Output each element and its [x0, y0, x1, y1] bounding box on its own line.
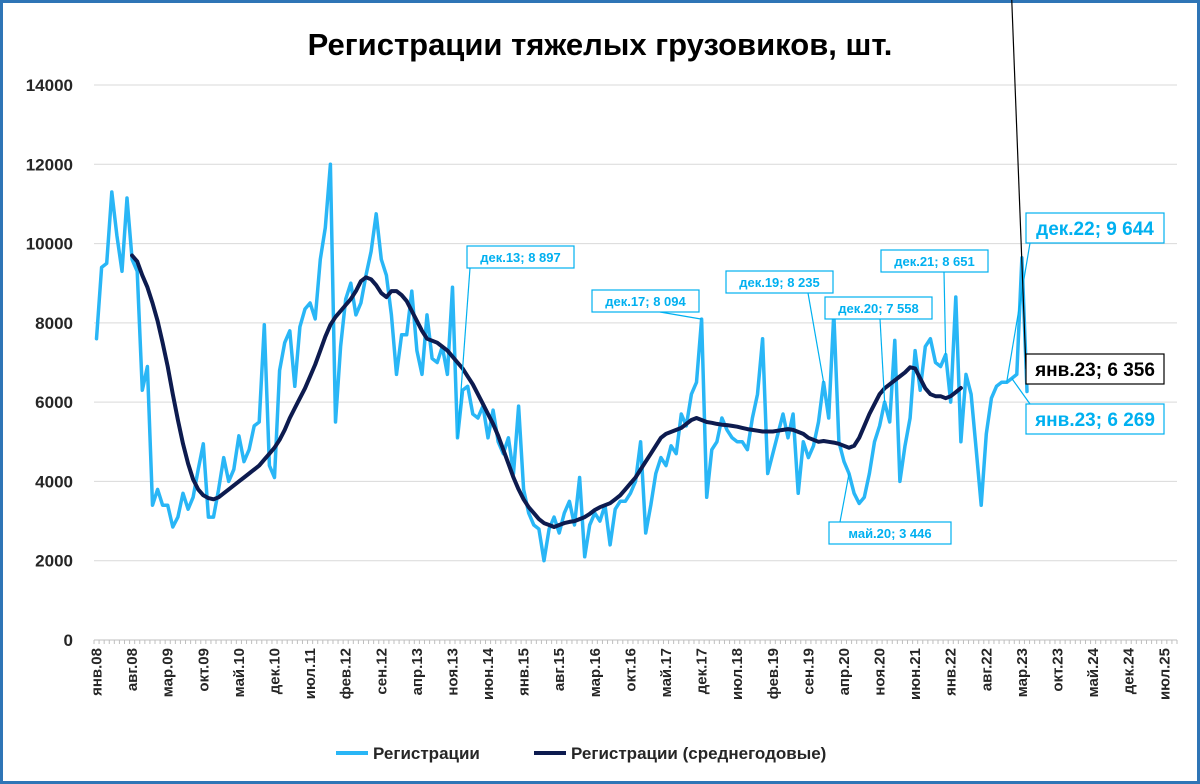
- callout-leader: [839, 473, 850, 523]
- series-lines: [94, 162, 1029, 563]
- x-tick-label: сен.19: [800, 648, 817, 695]
- callout-label: дек.13; 8 897: [480, 250, 561, 265]
- chart-title: Регистрации тяжелых грузовиков, шт.: [308, 27, 893, 62]
- x-tick-label: июл.25: [1156, 648, 1173, 700]
- callout-leader: [807, 292, 825, 383]
- x-tick-label: окт.16: [622, 648, 639, 692]
- series-line-average: [130, 253, 963, 529]
- y-tick-label: 10000: [26, 235, 73, 254]
- x-tick-label: июн.21: [907, 648, 924, 700]
- y-tick-label: 0: [64, 631, 73, 650]
- y-tick-label: 2000: [35, 552, 73, 571]
- callout-leader: [1011, 378, 1031, 405]
- x-tick-label: мар.16: [587, 648, 604, 697]
- x-tick-label: ноя.13: [444, 648, 461, 696]
- x-tick-label: авг.15: [551, 648, 568, 691]
- callout-box: [1025, 353, 1165, 385]
- callout-box: [880, 249, 989, 273]
- x-tick-label: дек.10: [267, 648, 284, 694]
- annotations: дек.13; 8 897 дек.17; 8 094 дек.19; 8 235 д…: [456, 0, 1165, 545]
- legend-label-average: Регистрации (среднегодовые): [571, 744, 826, 763]
- x-tick-label: мар.09: [160, 648, 177, 697]
- callout-label: дек.22; 9 644: [1036, 219, 1154, 240]
- x-tick-label: май.24: [1085, 647, 1102, 697]
- x-tick-label: фев.12: [338, 648, 355, 699]
- callout-box: [824, 296, 933, 320]
- callout-box: [1025, 403, 1165, 435]
- x-tick-label: янв.22: [943, 648, 960, 696]
- callout-label: дек.19; 8 235: [739, 275, 820, 290]
- callout-box: [725, 270, 834, 294]
- callout-leader: [879, 318, 886, 403]
- callout-leader: [1011, 0, 1027, 370]
- callout-label: дек.20; 7 558: [838, 301, 919, 316]
- callout-label: янв.23; 6 356: [1034, 360, 1155, 381]
- x-tick-label: июн.14: [480, 647, 497, 700]
- callout-leader: [456, 267, 471, 438]
- x-tick-label: янв.15: [516, 648, 533, 696]
- x-tick-label: дек.17: [694, 648, 711, 694]
- legend-label-registrations: Регистрации: [373, 744, 480, 763]
- callout-label: дек.21; 8 651: [894, 254, 975, 269]
- x-tick-label: янв.08: [89, 648, 106, 696]
- x-tick-label: май.10: [231, 648, 248, 697]
- x-tick-label: май.17: [658, 648, 675, 697]
- x-tick-label: июл.18: [729, 648, 746, 700]
- axes: 0 2000 4000 6000 8000 10000 12000 14000 янв.08 ав…: [26, 76, 1178, 700]
- y-tick-label: 12000: [26, 155, 73, 174]
- x-tick-label: апр.13: [409, 648, 426, 695]
- legend: Регистрации Регистрации (среднегодовые): [336, 744, 826, 763]
- callout-box: [466, 245, 575, 269]
- callout-label: май.20; 3 446: [848, 526, 931, 541]
- x-tick-label: окт.09: [195, 648, 212, 692]
- callout-label: дек.17; 8 094: [605, 294, 686, 309]
- callout-leader: [1006, 242, 1031, 383]
- y-tick-label: 14000: [26, 76, 73, 95]
- callout-label: янв.23; 6 269: [1034, 410, 1155, 431]
- x-tick-label: окт.23: [1050, 648, 1067, 692]
- x-tick-label: фев.19: [765, 648, 782, 699]
- x-tick-label: авг.08: [124, 648, 141, 691]
- callout-box: [1025, 212, 1165, 244]
- x-tick-label: мар.23: [1014, 648, 1031, 697]
- callout-leader: [943, 271, 947, 355]
- series-line-registrations: [94, 162, 1029, 563]
- x-tick-label: ноя.20: [872, 648, 889, 696]
- x-tick-label: сен.12: [373, 648, 390, 695]
- callout-box: [591, 289, 700, 313]
- callout-leader: [659, 311, 702, 320]
- y-tick-label: 4000: [35, 472, 73, 491]
- grid-lines: [94, 84, 1177, 641]
- x-tick-label: авг.22: [978, 648, 995, 691]
- callout-box: [828, 521, 952, 545]
- x-tick-label: июл.11: [302, 648, 319, 699]
- y-tick-label: 8000: [35, 314, 73, 333]
- x-tick-label: дек.24: [1121, 647, 1138, 694]
- x-tick-label: апр.20: [836, 648, 853, 695]
- y-tick-label: 6000: [35, 393, 73, 412]
